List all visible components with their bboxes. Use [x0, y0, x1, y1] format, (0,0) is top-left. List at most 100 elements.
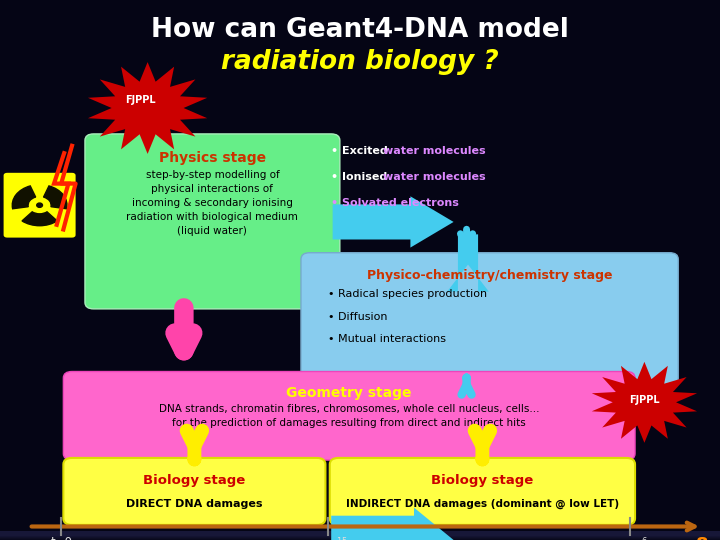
- Text: t=0: t=0: [50, 536, 72, 540]
- Bar: [0, 531, 720, 536]
- Bar: [0, 534, 720, 539]
- Polygon shape: [333, 197, 454, 247]
- Bar: [0, 532, 720, 537]
- Bar: [0, 531, 720, 536]
- Text: DIRECT DNA damages: DIRECT DNA damages: [126, 498, 263, 509]
- Bar: [0, 531, 720, 536]
- Bar: [0, 534, 720, 538]
- Polygon shape: [331, 508, 454, 540]
- Bar: [0, 533, 720, 538]
- Bar: [0, 532, 720, 536]
- Bar: [0, 532, 720, 537]
- Text: water molecules: water molecules: [383, 146, 486, 156]
- Bar: [0, 533, 720, 537]
- Bar: [0, 534, 720, 538]
- Bar: [0, 535, 720, 539]
- Text: • Solvated electrons: • Solvated electrons: [331, 198, 459, 208]
- Bar: [0, 532, 720, 536]
- Bar: [0, 534, 720, 538]
- Text: • Ionised: • Ionised: [331, 172, 392, 182]
- Bar: [0, 535, 720, 539]
- Bar: [0, 532, 720, 537]
- Text: DNA strands, chromatin fibres, chromosomes, whole cell nucleus, cells...
for the: DNA strands, chromatin fibres, chromosom…: [159, 404, 539, 428]
- Bar: [0, 535, 720, 539]
- Bar: [0, 534, 720, 538]
- Text: Biology stage: Biology stage: [143, 474, 246, 487]
- Bar: [0, 533, 720, 537]
- Bar: [0, 535, 720, 539]
- Bar: [0, 532, 720, 536]
- Bar: [0, 531, 720, 536]
- Bar: [0, 535, 720, 539]
- Text: Geometry stage: Geometry stage: [287, 386, 412, 400]
- Bar: [0, 531, 720, 536]
- Text: Physics stage: Physics stage: [159, 151, 266, 165]
- Bar: [0, 532, 720, 537]
- Wedge shape: [12, 186, 36, 209]
- Polygon shape: [592, 362, 697, 443]
- Bar: [0, 534, 720, 538]
- Bar: [0, 531, 720, 536]
- Bar: [0, 533, 720, 538]
- FancyBboxPatch shape: [63, 372, 635, 460]
- Bar: [0, 533, 720, 537]
- Text: INDIRECT DNA damages (dominant @ low LET): INDIRECT DNA damages (dominant @ low LET…: [346, 498, 619, 509]
- Bar: [0, 534, 720, 538]
- Bar: [0, 534, 720, 538]
- Bar: [0, 532, 720, 537]
- Text: water molecules: water molecules: [383, 172, 486, 182]
- Bar: [0, 532, 720, 537]
- Wedge shape: [43, 186, 67, 209]
- FancyBboxPatch shape: [301, 253, 678, 384]
- Bar: [0, 531, 720, 536]
- Bar: [0, 532, 720, 537]
- Bar: [0, 534, 720, 538]
- Bar: [0, 534, 720, 538]
- Text: How can Geant4-DNA model: How can Geant4-DNA model: [151, 17, 569, 43]
- Bar: [0, 533, 720, 537]
- Bar: [0, 531, 720, 536]
- Bar: [0, 534, 720, 538]
- Bar: [0, 532, 720, 537]
- Bar: [0, 533, 720, 538]
- FancyBboxPatch shape: [85, 134, 340, 309]
- Bar: [0, 532, 720, 537]
- Circle shape: [37, 203, 42, 207]
- Text: • Excited: • Excited: [331, 146, 392, 156]
- Circle shape: [32, 200, 47, 211]
- Bar: [0, 535, 720, 539]
- Text: radiation biology ?: radiation biology ?: [221, 49, 499, 75]
- Bar: [0, 531, 720, 536]
- Bar: [0, 533, 720, 537]
- FancyBboxPatch shape: [330, 458, 635, 525]
- Text: t=10$^{-6}$s: t=10$^{-6}$s: [606, 536, 654, 540]
- Bar: [0, 531, 720, 536]
- Text: • Radical species production: • Radical species production: [328, 289, 487, 299]
- Bar: [0, 535, 720, 540]
- Bar: [0, 534, 720, 538]
- FancyBboxPatch shape: [63, 458, 325, 525]
- Bar: [0, 531, 720, 536]
- Wedge shape: [22, 212, 57, 226]
- Bar: [0, 534, 720, 538]
- FancyBboxPatch shape: [4, 173, 76, 238]
- Bar: [0, 532, 720, 536]
- Bar: [0, 534, 720, 538]
- Text: FJPPL: FJPPL: [125, 95, 156, 105]
- Bar: [0, 534, 720, 538]
- Bar: [0, 534, 720, 538]
- Bar: [0, 534, 720, 539]
- Bar: [0, 532, 720, 536]
- Bar: [0, 534, 720, 538]
- Bar: [0, 535, 720, 540]
- Bar: [0, 535, 720, 539]
- Bar: [0, 534, 720, 539]
- Bar: [0, 535, 720, 539]
- Bar: [0, 535, 720, 539]
- Polygon shape: [447, 234, 489, 292]
- Bar: [0, 534, 720, 539]
- Bar: [0, 535, 720, 539]
- Text: step-by-step modelling of
physical interactions of
incoming & secondary ionising: step-by-step modelling of physical inter…: [127, 170, 298, 236]
- Bar: [0, 532, 720, 537]
- Bar: [0, 531, 720, 536]
